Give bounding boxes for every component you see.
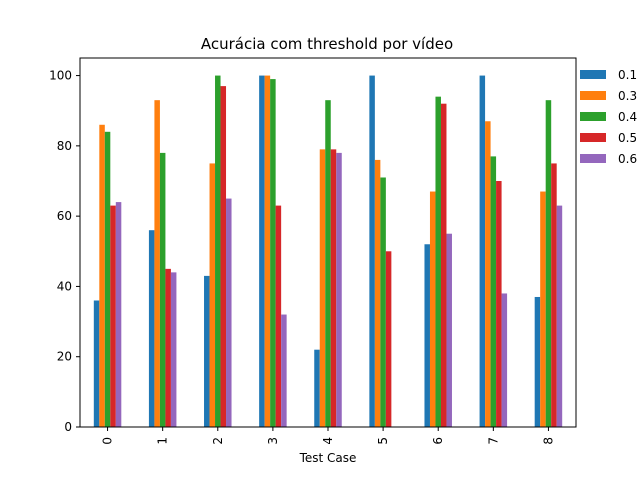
y-tick-label: 0	[64, 420, 72, 434]
bar-0.1-case-0	[93, 300, 100, 427]
legend-label-0.3: 0.3	[618, 89, 637, 103]
bar-0.6-case-4	[336, 152, 342, 427]
bar-0.4-case-3	[270, 79, 276, 427]
bar-0.3-case-5	[374, 159, 381, 427]
bar-0.1-case-1	[148, 230, 155, 427]
bar-0.5-case-0	[110, 205, 116, 427]
legend-label-0.4: 0.4	[618, 110, 637, 124]
bar-0.4-case-7	[490, 156, 497, 427]
x-tick-label: 0	[101, 437, 115, 445]
legend-swatch-0.6	[580, 154, 606, 163]
x-tick-label: 8	[541, 437, 555, 445]
bar-0.3-case-7	[485, 121, 491, 427]
y-tick-label: 80	[57, 139, 72, 153]
bar-0.6-case-6	[446, 233, 452, 427]
x-axis-label: Test Case	[299, 451, 357, 465]
legend-swatch-0.5	[580, 133, 606, 142]
chart-title: Acurácia com threshold por vídeo	[201, 35, 453, 53]
bar-0.3-case-2	[209, 163, 216, 427]
legend-swatch-0.4	[580, 112, 606, 121]
x-tick-label: 2	[211, 437, 225, 445]
bar-0.3-case-0	[99, 124, 105, 428]
bar-0.5-case-7	[496, 181, 502, 427]
bar-0.5-case-2	[220, 86, 227, 428]
bars-group	[93, 75, 563, 428]
bar-0.5-case-4	[330, 149, 337, 427]
y-axis: 0 20 40 60 80 100	[49, 69, 80, 434]
x-tick-label: 5	[376, 437, 390, 445]
bar-0.1-case-5	[369, 75, 375, 427]
x-tick-label: 1	[156, 437, 170, 445]
bar-0.3-case-6	[429, 191, 436, 427]
bar-0.3-case-4	[319, 149, 326, 427]
y-tick-label: 20	[57, 350, 72, 364]
bar-0.5-case-1	[165, 268, 171, 427]
bar-0.4-case-6	[435, 96, 441, 427]
y-tick-label: 40	[57, 279, 72, 293]
legend-label-0.1: 0.1	[618, 68, 637, 82]
legend-swatch-0.1	[580, 70, 606, 79]
y-tick-label: 60	[57, 209, 72, 223]
bar-0.4-case-4	[325, 100, 331, 428]
x-tick-label: 3	[266, 437, 280, 445]
bar-0.3-case-8	[540, 191, 546, 427]
x-tick-label: 4	[321, 437, 335, 445]
x-tick-label: 7	[486, 437, 500, 445]
bar-0.6-case-8	[556, 205, 563, 427]
x-tick-label: 6	[431, 437, 445, 445]
bar-0.6-case-1	[170, 272, 177, 427]
bar-0.4-case-0	[104, 131, 111, 428]
bar-0.1-case-7	[479, 75, 486, 427]
legend-label-0.5: 0.5	[618, 131, 637, 145]
bar-0.4-case-1	[159, 152, 166, 427]
legend-swatch-0.3	[580, 91, 606, 100]
x-axis: 0 1 2 3 4 5 6 7 8	[101, 427, 555, 445]
bar-0.6-case-7	[501, 293, 508, 427]
bar-0.1-case-8	[534, 296, 541, 427]
bar-0.1-case-6	[424, 244, 430, 427]
bar-0.3-case-1	[154, 100, 160, 428]
bar-0.4-case-8	[545, 100, 552, 428]
bar-0.6-case-0	[115, 202, 122, 427]
legend-label-0.6: 0.6	[618, 152, 637, 166]
bar-0.3-case-3	[264, 75, 271, 427]
bar-0.1-case-4	[314, 349, 320, 427]
bar-0.5-case-6	[440, 103, 447, 427]
bar-0.4-case-2	[215, 75, 221, 427]
bar-0.6-case-2	[226, 198, 232, 427]
bar-0.5-case-3	[275, 205, 282, 427]
legend: 0.1 0.3 0.4 0.5 0.6	[580, 68, 637, 166]
bar-0.4-case-5	[380, 177, 386, 427]
bar-0.6-case-3	[281, 314, 287, 427]
bar-0.1-case-2	[204, 275, 210, 427]
y-tick-label: 100	[49, 69, 72, 83]
bar-0.5-case-8	[551, 163, 557, 427]
bar-0.5-case-5	[385, 251, 392, 427]
bar-0.1-case-3	[259, 75, 265, 427]
